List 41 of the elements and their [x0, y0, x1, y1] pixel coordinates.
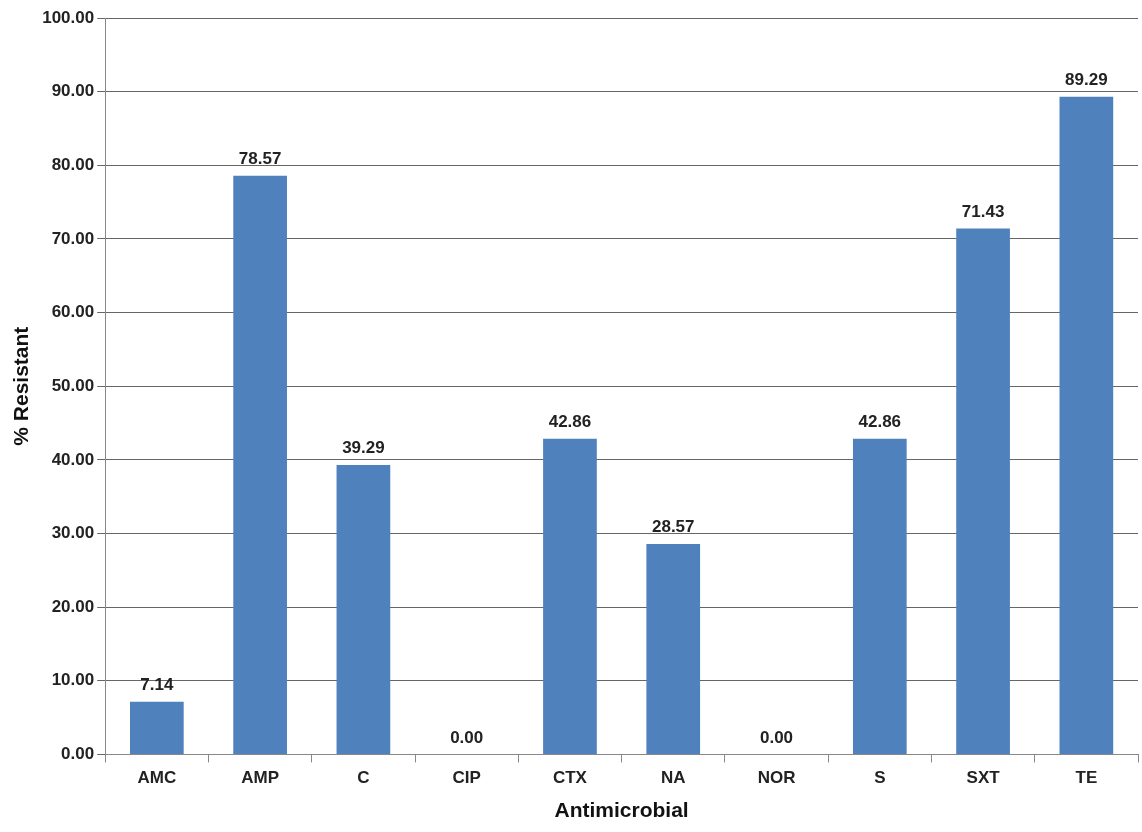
- data-label: 0.00: [759, 727, 794, 747]
- y-tick-label: 60.00: [51, 302, 95, 322]
- x-tick-label: C: [357, 768, 370, 788]
- x-axis-title: Antimicrobial: [554, 798, 689, 822]
- x-tick-label: CTX: [552, 768, 588, 788]
- x-tick-label: AMP: [241, 768, 280, 788]
- data-label: 7.14: [140, 675, 174, 695]
- bar: [233, 175, 287, 754]
- data-label: 42.86: [858, 411, 902, 431]
- bar: [852, 438, 907, 754]
- data-label: 89.29: [1065, 70, 1108, 90]
- x-tick-label: TE: [1075, 768, 1098, 788]
- y-tick-label: 90.00: [51, 81, 95, 101]
- data-label: 0.00: [450, 727, 484, 747]
- bar: [129, 701, 184, 754]
- y-tick-label: 80.00: [51, 154, 95, 174]
- y-tick-label: 10.00: [51, 670, 95, 690]
- bar: [1059, 96, 1114, 754]
- y-axis-title: % Resistant: [9, 326, 33, 446]
- data-label: 71.43: [961, 201, 1005, 221]
- bar: [543, 438, 597, 754]
- x-tick-label: NOR: [757, 768, 796, 788]
- data-label: 78.57: [238, 149, 282, 168]
- y-tick-label: 30.00: [51, 523, 95, 543]
- y-tick-label: 0.00: [61, 744, 95, 764]
- y-tick-label: 100.00: [42, 7, 95, 27]
- y-tick-label: 40.00: [51, 449, 95, 469]
- y-tick-label: 50.00: [51, 375, 95, 395]
- x-tick-label: SXT: [966, 768, 1001, 788]
- x-tick-label: S: [874, 768, 886, 788]
- bar: [646, 544, 701, 754]
- data-label: 39.29: [342, 438, 385, 458]
- x-tick-label: AMC: [137, 768, 177, 788]
- x-tick-label: NA: [660, 768, 686, 788]
- bar: [956, 228, 1010, 754]
- bar: [336, 465, 391, 754]
- y-tick-label: 20.00: [51, 596, 95, 616]
- y-tick-label: 70.00: [51, 228, 95, 248]
- data-label: 42.86: [548, 411, 592, 431]
- x-tick-label: CIP: [452, 768, 481, 788]
- data-label: 28.57: [651, 517, 695, 537]
